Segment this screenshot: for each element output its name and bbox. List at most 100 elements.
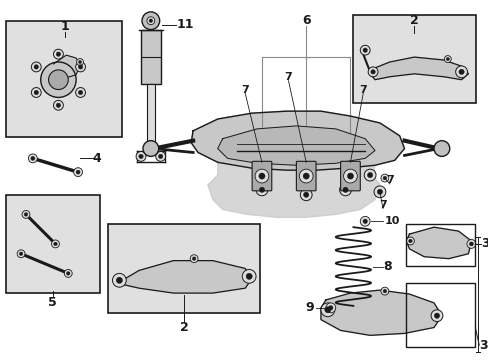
Circle shape (468, 242, 472, 246)
Text: 7: 7 (378, 199, 386, 210)
FancyBboxPatch shape (340, 161, 360, 191)
Circle shape (256, 184, 267, 196)
Polygon shape (369, 57, 468, 80)
Polygon shape (191, 111, 404, 170)
Circle shape (303, 173, 309, 179)
Circle shape (406, 237, 413, 245)
Circle shape (51, 240, 59, 248)
Circle shape (66, 272, 70, 275)
Circle shape (373, 186, 385, 198)
Circle shape (455, 66, 467, 78)
Circle shape (303, 192, 308, 197)
Circle shape (190, 255, 198, 262)
Circle shape (259, 187, 264, 193)
Text: 3: 3 (478, 339, 487, 352)
Circle shape (136, 152, 145, 161)
Text: 1: 1 (61, 20, 69, 33)
Circle shape (367, 67, 377, 77)
Circle shape (362, 219, 366, 224)
Circle shape (139, 154, 143, 159)
Text: 6: 6 (301, 14, 310, 27)
Circle shape (430, 310, 442, 321)
Circle shape (53, 100, 63, 110)
Text: 7: 7 (284, 72, 292, 82)
Circle shape (328, 306, 332, 310)
Circle shape (149, 19, 152, 22)
Circle shape (299, 169, 312, 183)
Circle shape (360, 216, 369, 226)
Circle shape (366, 172, 372, 178)
Text: 11: 11 (176, 18, 194, 31)
Circle shape (346, 173, 353, 179)
Circle shape (466, 239, 475, 248)
Text: 7: 7 (241, 85, 248, 95)
Circle shape (380, 174, 388, 182)
Circle shape (324, 307, 330, 313)
Circle shape (158, 154, 163, 159)
Circle shape (64, 270, 72, 277)
Text: 2: 2 (180, 321, 188, 334)
Text: 2: 2 (409, 14, 418, 27)
FancyBboxPatch shape (296, 161, 315, 191)
Circle shape (444, 55, 450, 63)
Circle shape (19, 252, 23, 256)
Circle shape (320, 303, 334, 317)
Text: 10: 10 (384, 216, 399, 226)
FancyBboxPatch shape (141, 30, 161, 84)
Polygon shape (406, 227, 470, 259)
Polygon shape (217, 126, 374, 165)
Circle shape (300, 189, 311, 201)
Circle shape (325, 303, 335, 313)
Circle shape (48, 70, 68, 90)
Circle shape (31, 156, 35, 160)
Circle shape (245, 273, 252, 279)
Text: 5: 5 (48, 296, 57, 309)
Text: 9: 9 (305, 301, 313, 314)
Circle shape (360, 45, 369, 55)
Circle shape (74, 168, 82, 176)
Text: 7: 7 (385, 175, 393, 185)
Circle shape (116, 277, 122, 283)
Circle shape (53, 49, 63, 59)
Circle shape (364, 169, 375, 181)
Circle shape (76, 62, 85, 72)
Circle shape (342, 187, 347, 193)
Circle shape (339, 184, 351, 196)
FancyBboxPatch shape (252, 161, 271, 191)
Circle shape (382, 176, 386, 180)
Circle shape (31, 62, 41, 72)
Circle shape (78, 90, 82, 95)
Circle shape (362, 48, 366, 53)
Circle shape (156, 152, 165, 161)
Circle shape (258, 173, 264, 179)
Polygon shape (117, 261, 252, 293)
Circle shape (76, 87, 85, 98)
Circle shape (76, 170, 80, 174)
Circle shape (382, 289, 386, 293)
Circle shape (56, 103, 61, 108)
Circle shape (34, 65, 39, 69)
Circle shape (31, 87, 41, 98)
Polygon shape (53, 55, 80, 78)
Circle shape (242, 270, 256, 283)
Circle shape (34, 90, 39, 95)
Circle shape (22, 211, 30, 219)
Circle shape (142, 12, 160, 30)
Text: 7: 7 (359, 85, 366, 95)
Circle shape (370, 69, 374, 74)
Circle shape (142, 141, 159, 156)
Circle shape (24, 213, 28, 216)
Text: 3: 3 (480, 237, 488, 251)
Circle shape (41, 62, 76, 98)
FancyBboxPatch shape (6, 21, 122, 137)
Circle shape (78, 65, 82, 69)
Circle shape (77, 59, 83, 66)
Circle shape (146, 17, 155, 24)
Circle shape (446, 58, 448, 60)
Circle shape (377, 189, 382, 194)
Circle shape (54, 242, 57, 246)
Circle shape (56, 52, 61, 57)
Circle shape (28, 154, 37, 163)
Circle shape (433, 313, 439, 318)
FancyBboxPatch shape (6, 195, 100, 293)
